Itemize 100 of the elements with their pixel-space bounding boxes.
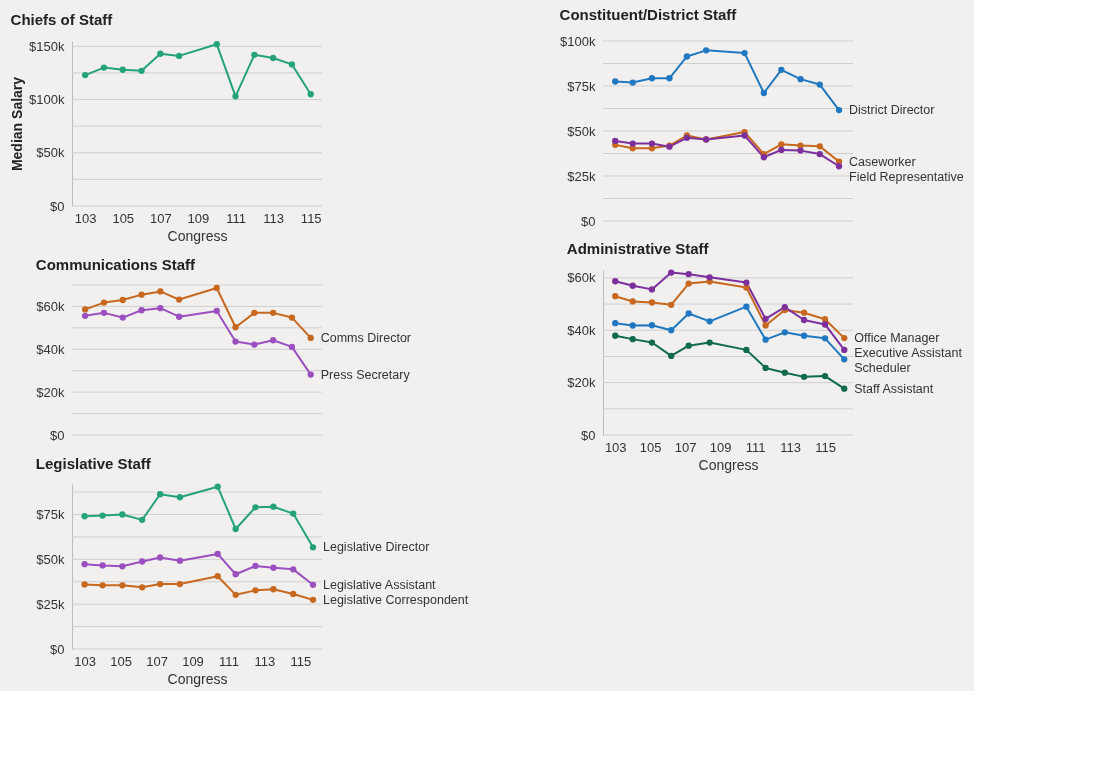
point: [835, 106, 843, 114]
point: [685, 310, 692, 317]
point: [157, 50, 164, 57]
chart-title: Legislative Staff: [35, 454, 152, 472]
point: [119, 66, 126, 73]
point: [800, 309, 808, 316]
point: [214, 550, 221, 558]
point: [668, 301, 675, 308]
point: [307, 371, 314, 378]
point: [100, 299, 108, 306]
point: [706, 274, 713, 281]
point: [176, 494, 184, 501]
point: [213, 41, 220, 48]
y-tick-label: $25k: [36, 596, 65, 612]
point: [648, 286, 656, 293]
point: [157, 288, 164, 295]
x-tick-label: 105: [110, 653, 132, 669]
y-tick-label: $0: [50, 427, 65, 443]
point: [138, 558, 146, 565]
point: [232, 591, 239, 598]
point: [762, 336, 769, 343]
y-tick-label: $0: [50, 641, 65, 657]
series-label: Legislative Assistant: [323, 577, 437, 592]
y-tick-label: $0: [581, 213, 596, 229]
point: [841, 334, 848, 342]
x-tick-label: 107: [146, 653, 168, 669]
point: [685, 271, 692, 278]
point: [82, 71, 89, 79]
x-tick-label: 115: [300, 210, 322, 226]
point: [213, 307, 220, 315]
x-tick-label: 105: [112, 210, 135, 226]
point: [612, 78, 619, 85]
point: [629, 322, 636, 329]
series-label: Press Secretary: [320, 367, 411, 382]
point: [138, 291, 145, 298]
point: [685, 342, 692, 349]
point: [800, 316, 808, 324]
point: [781, 329, 788, 336]
point: [648, 339, 656, 346]
point: [800, 332, 808, 339]
point: [100, 309, 108, 317]
point: [706, 339, 713, 346]
point: [251, 341, 258, 348]
chart-title: Administrative Staff: [566, 240, 710, 258]
point: [762, 364, 769, 372]
point: [82, 306, 89, 313]
x-axis-title: Congress: [698, 456, 759, 473]
point: [668, 352, 675, 360]
point: [778, 66, 785, 73]
point: [702, 47, 710, 54]
point: [269, 309, 277, 317]
point: [648, 140, 656, 147]
y-tick-label: $50k: [567, 123, 596, 139]
y-tick-label: $100k: [560, 33, 596, 49]
x-tick-label: 111: [219, 653, 239, 669]
y-tick-label: $0: [581, 427, 596, 443]
y-tick-label: $0: [50, 198, 65, 214]
point: [251, 309, 258, 317]
point: [81, 561, 88, 568]
point: [821, 321, 829, 328]
y-tick-label: $50k: [36, 145, 65, 161]
point: [119, 511, 126, 518]
series-label: Scheduler: [854, 361, 911, 376]
series-label: Comms Director: [320, 330, 412, 345]
point: [252, 562, 259, 570]
point: [232, 93, 239, 100]
point: [648, 299, 656, 306]
point: [119, 314, 126, 321]
point: [778, 146, 785, 154]
chart-title: Communications Staff: [35, 255, 196, 273]
point: [841, 356, 848, 363]
point: [119, 296, 126, 304]
x-tick-label: 109: [187, 210, 210, 226]
y-tick-label: $40k: [567, 322, 596, 338]
point: [138, 584, 146, 591]
series-label: Executive Assistant: [854, 346, 963, 361]
point: [816, 150, 823, 158]
x-tick-label: 107: [149, 210, 172, 226]
point: [138, 307, 145, 314]
y-tick-label: $75k: [567, 78, 596, 94]
point: [666, 75, 673, 82]
point: [232, 324, 239, 331]
point: [821, 335, 829, 342]
point: [685, 280, 692, 287]
point: [252, 504, 259, 511]
x-tick-label: 113: [263, 210, 284, 226]
x-tick-label: 107: [674, 439, 697, 455]
point: [706, 318, 713, 325]
series-label: Legislative Correspondent: [323, 592, 469, 607]
point: [309, 596, 317, 604]
y-tick-label: $20k: [567, 375, 596, 391]
point: [232, 338, 239, 345]
point: [176, 580, 184, 588]
point: [269, 337, 277, 344]
point: [270, 503, 277, 510]
point: [648, 322, 656, 329]
point: [629, 282, 636, 289]
point: [612, 332, 619, 339]
point: [668, 269, 675, 276]
point: [290, 566, 297, 573]
